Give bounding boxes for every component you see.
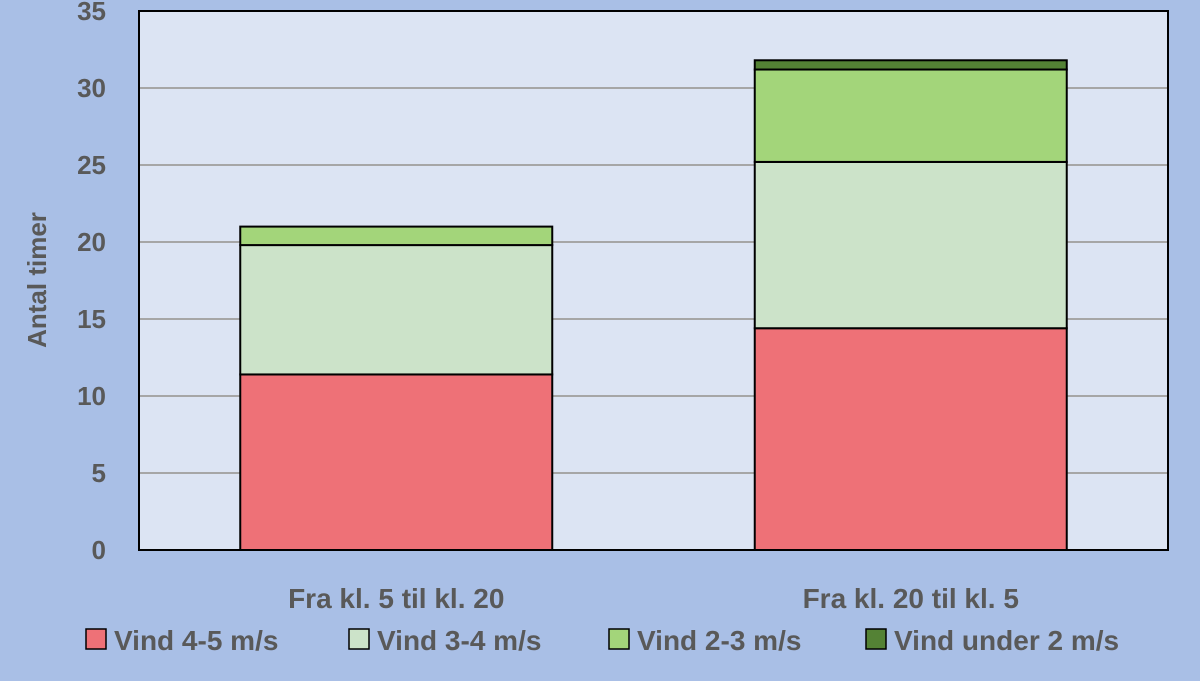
bar-segment: [753, 327, 1068, 551]
x-axis-categories: Fra kl. 5 til kl. 20 Fra kl. 20 til kl. 5: [288, 583, 1019, 614]
legend-label: Vind 4-5 m/s: [114, 625, 278, 656]
legend-item: Vind 4-5 m/s: [85, 625, 278, 656]
bar-segment: [753, 59, 1068, 71]
legend-swatch: [85, 628, 107, 650]
y-tick-label: 35: [77, 0, 106, 26]
bar-segment: [753, 68, 1068, 163]
legend-swatch: [348, 628, 370, 650]
legend-item: Vind 2-3 m/s: [608, 625, 801, 656]
legend-label: Vind 2-3 m/s: [637, 625, 801, 656]
y-tick-label: 30: [77, 73, 106, 103]
y-tick-label: 5: [92, 458, 106, 488]
legend-item: Vind 3-4 m/s: [348, 625, 541, 656]
y-tick-label: 25: [77, 150, 106, 180]
legend-label: Vind under 2 m/s: [894, 625, 1119, 656]
y-axis-title: Antal timer: [22, 212, 52, 348]
bar-segment: [753, 160, 1068, 330]
x-category-label: Fra kl. 20 til kl. 5: [803, 583, 1019, 614]
bar-segment: [239, 225, 554, 247]
y-axis-ticks: 0 5 10 15 20 25 30 35: [77, 0, 106, 565]
y-tick-label: 20: [77, 227, 106, 257]
y-tick-label: 0: [92, 535, 106, 565]
bar-segment: [239, 373, 554, 551]
bars: [239, 59, 1068, 551]
bar-segment: [239, 244, 554, 376]
legend-item: Vind under 2 m/s: [865, 625, 1119, 656]
legend-swatch: [865, 628, 887, 650]
legend: Vind 4-5 m/s Vind 3-4 m/s Vind 2-3 m/s Vind…: [85, 625, 1119, 656]
x-category-label: Fra kl. 5 til kl. 20: [288, 583, 504, 614]
plot-border: [138, 10, 1169, 551]
legend-label: Vind 3-4 m/s: [377, 625, 541, 656]
legend-swatch: [608, 628, 630, 650]
y-tick-label: 10: [77, 381, 106, 411]
y-tick-label: 15: [77, 304, 106, 334]
